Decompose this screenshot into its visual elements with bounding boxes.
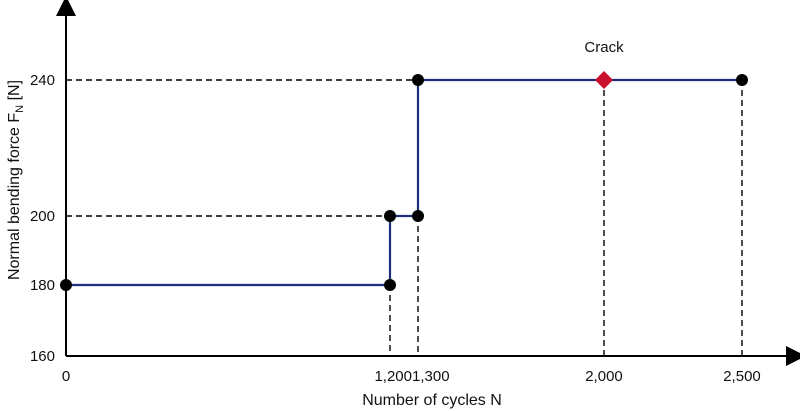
y-axis-title-unit: [N] <box>6 80 23 105</box>
y-axis-title: Normal bending force FN [N] <box>6 80 26 280</box>
data-point <box>736 74 748 86</box>
data-point <box>412 74 424 86</box>
data-point <box>412 210 424 222</box>
y-tick-label: 180 <box>30 277 55 294</box>
series-line <box>66 78 742 287</box>
data-point <box>60 279 72 291</box>
y-tick-label: 160 <box>30 348 55 365</box>
y-axis-title-sub: N <box>14 105 26 113</box>
y-tick-label: 200 <box>30 208 55 225</box>
tick-labels: 0 1,200 1,300 2,000 2,500 160 180 200 240 <box>30 72 761 385</box>
x-tick-label: 2,500 <box>723 368 761 385</box>
x-tick-label: 2,000 <box>585 368 623 385</box>
data-point <box>384 279 396 291</box>
y-axis-title-main: Normal bending force F <box>6 113 23 280</box>
series-layer <box>60 74 748 291</box>
x-tick-label: 0 <box>62 368 70 385</box>
crack-marker <box>595 71 613 89</box>
guide-lines <box>66 79 743 356</box>
x-tick-label: 1,200 <box>374 368 412 385</box>
y-tick-label: 240 <box>30 72 55 89</box>
annotations: Crack <box>584 39 624 89</box>
crack-label: Crack <box>584 39 624 56</box>
x-tick-label: 1,300 <box>412 368 450 385</box>
x-axis-title: Number of cycles N <box>362 392 502 409</box>
axes <box>56 0 800 366</box>
data-point <box>384 210 396 222</box>
